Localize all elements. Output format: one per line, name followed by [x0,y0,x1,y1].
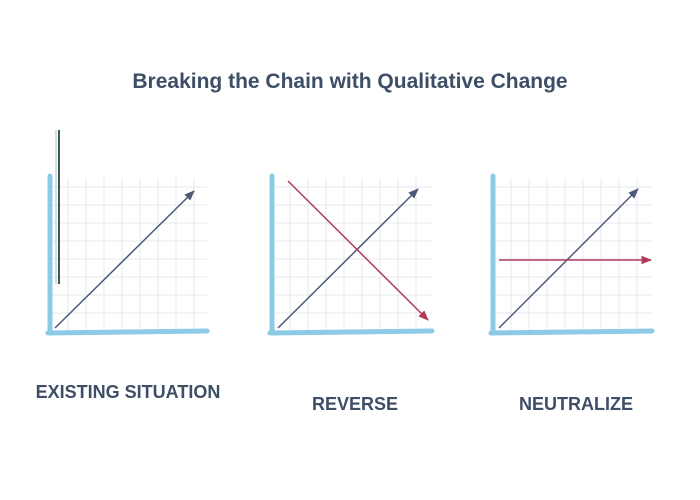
panel-existing-situation [45,130,210,336]
panel-label-existing-situation: EXISTING SITUATION [35,382,221,402]
trend-line-up [498,188,639,329]
x-axis [267,328,435,336]
trend-line-up [54,190,195,329]
counter-line-down [287,180,429,321]
grid [272,178,432,330]
panel-reverse [267,173,435,336]
trend-line-up [277,188,419,329]
panel-neutralize [488,173,655,336]
x-axis [488,328,655,336]
grid [50,178,207,330]
panel-label-neutralize: NEUTRALIZE [519,394,633,414]
panel-label-reverse: REVERSE [311,394,399,414]
grid [493,178,652,330]
x-axis [45,328,210,336]
diagram-title: Breaking the Chain with Qualitative Chan… [132,70,568,93]
